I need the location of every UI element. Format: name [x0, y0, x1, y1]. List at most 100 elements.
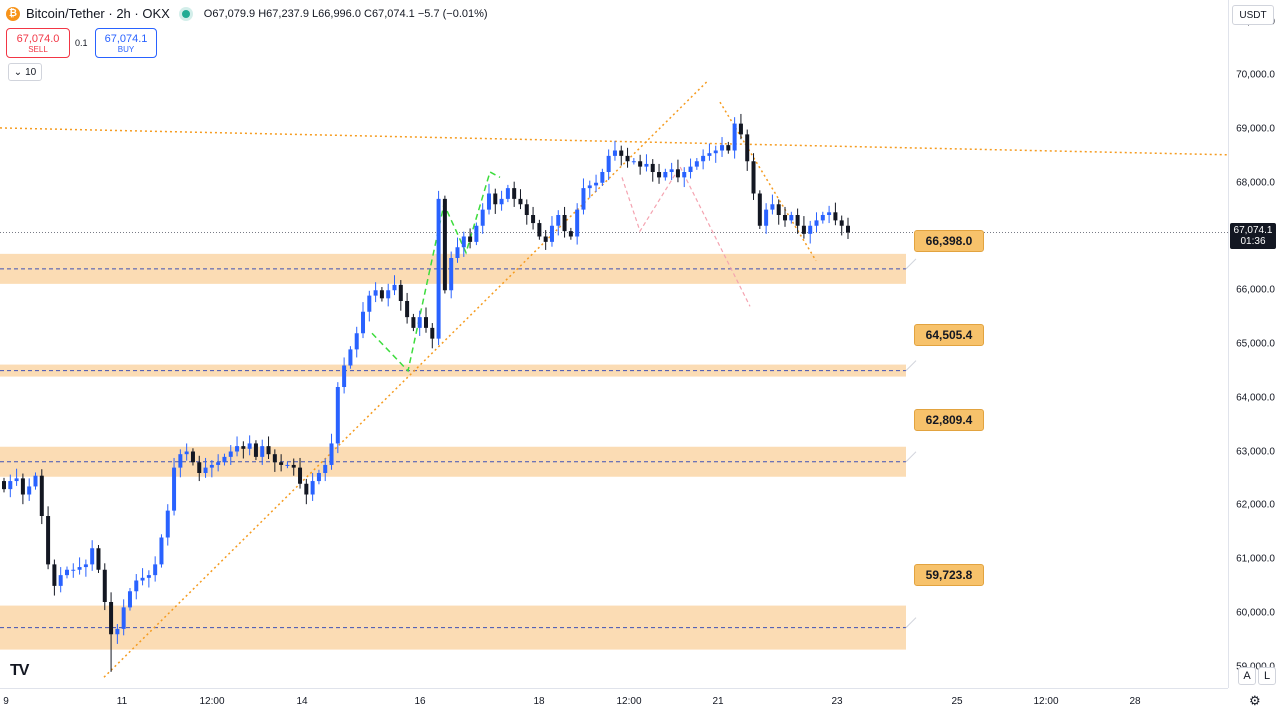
- candle-body-down: [568, 231, 573, 237]
- candle-body-up: [127, 591, 132, 608]
- candle-body-down: [20, 478, 25, 495]
- candle-body-up: [165, 510, 170, 538]
- sell-price: 67,074.0: [16, 32, 60, 45]
- candle-body-up: [694, 161, 699, 167]
- candle-body-up: [392, 284, 397, 291]
- level-label-1[interactable]: 66,398.0: [914, 230, 984, 252]
- candle-body-down: [241, 446, 246, 449]
- projection-path-green: [371, 170, 501, 373]
- time-tick-label: 28: [1129, 696, 1141, 707]
- candle-body-up: [581, 188, 586, 210]
- candle-body-up: [159, 537, 164, 565]
- candle-body-down: [776, 204, 781, 215]
- candle-body-up: [140, 577, 145, 581]
- price-tick-label: 66,000.0: [1236, 284, 1275, 296]
- candle-body-down: [96, 548, 101, 570]
- candle-body-down: [562, 215, 567, 232]
- candle-body-up: [682, 172, 687, 178]
- tradingview-logo-icon[interactable]: TV: [10, 662, 29, 679]
- time-tick-label: 9: [3, 696, 9, 707]
- level-label-4[interactable]: 59,723.8: [914, 564, 984, 586]
- candle-body-up: [329, 443, 334, 465]
- candle-body-up: [688, 166, 693, 172]
- candle-body-down: [833, 212, 838, 221]
- auto-scale-button[interactable]: A: [1238, 667, 1256, 685]
- ohlc-readout: O67,079.9 H67,237.9 L66,996.0 C67,074.1 …: [203, 7, 488, 20]
- candle-body-up: [732, 123, 737, 151]
- market-open-icon: [181, 9, 190, 18]
- price-axis[interactable]: 71,000.070,000.069,000.068,000.067,000.0…: [1228, 0, 1280, 688]
- candle-body-up: [644, 163, 649, 167]
- candle-body-up: [14, 478, 19, 482]
- candle-body-down: [190, 451, 195, 463]
- spread-value: 0.1: [75, 38, 88, 48]
- price-tick-label: 61,000.0: [1236, 553, 1275, 565]
- candle-body-down: [839, 220, 844, 226]
- price-tick-label: 70,000.0: [1236, 69, 1275, 81]
- candle-body-up: [820, 215, 825, 221]
- indicators-count: 10: [25, 66, 37, 78]
- candle-body-up: [235, 446, 240, 452]
- candle-body-down: [430, 327, 435, 339]
- candle-body-up: [606, 155, 611, 172]
- candle-body-up: [455, 247, 460, 258]
- candle-body-down: [751, 161, 756, 194]
- candle-body-up: [669, 169, 674, 172]
- candle-body-down: [675, 169, 680, 178]
- candle-body-up: [720, 145, 725, 151]
- last-price-label: 67,074.1 01:36: [1230, 223, 1276, 249]
- candle-body-up: [663, 172, 668, 178]
- currency-select[interactable]: USDT: [1232, 5, 1274, 25]
- buy-button[interactable]: 67,074.1 BUY: [95, 28, 157, 58]
- candle-body-down: [46, 516, 51, 565]
- candle-body-down: [619, 150, 624, 156]
- label-connector: [905, 360, 917, 371]
- candle-body-up: [83, 564, 88, 568]
- level-label-2[interactable]: 64,505.4: [914, 324, 984, 346]
- log-scale-button[interactable]: L: [1258, 667, 1276, 685]
- candle-body-up: [184, 451, 189, 455]
- candle-body-up: [486, 193, 491, 210]
- time-tick-label: 11: [116, 696, 128, 707]
- candle-body-down: [625, 155, 630, 162]
- candle-body-up: [228, 451, 233, 457]
- candle-body-down: [745, 134, 750, 162]
- candle-body-down: [783, 215, 788, 221]
- price-tick-label: 59,000.0: [1236, 661, 1275, 672]
- candle-body-down: [493, 193, 498, 205]
- candle-body-up: [417, 317, 422, 328]
- chevron-down-icon: ⌄: [13, 66, 23, 78]
- candle-body-down: [39, 475, 44, 516]
- time-tick-label: 18: [533, 696, 545, 707]
- label-connector: [905, 258, 917, 270]
- price-tick-label: 63,000.0: [1236, 446, 1275, 457]
- candle-body-up: [71, 569, 76, 571]
- candle-body-down: [52, 564, 57, 586]
- level-label-3[interactable]: 62,809.4: [914, 409, 984, 431]
- candle-body-up: [373, 290, 378, 296]
- candle-body-down: [411, 317, 416, 328]
- settings-gear-icon[interactable]: ⚙: [1249, 693, 1261, 708]
- time-axis[interactable]: 9 11 12:00 14 16 18 12:00 21 23 25 12:00 28: [0, 688, 1228, 715]
- buy-label: BUY: [117, 44, 135, 54]
- label-connector: [905, 451, 917, 463]
- time-tick-label: 12:00: [1033, 696, 1059, 707]
- candle-body-down: [2, 481, 6, 490]
- candle-body-up: [146, 575, 151, 578]
- symbol-title[interactable]: Bitcoin/Tether · 2h · OKX: [26, 6, 170, 21]
- chart-area[interactable]: [0, 0, 1228, 688]
- projection-path-pink: [621, 165, 751, 307]
- buy-price: 67,074.1: [104, 32, 148, 45]
- candle-body-up: [247, 443, 252, 449]
- price-tick-label: 68,000.0: [1236, 177, 1275, 189]
- candle-body-up: [348, 349, 353, 366]
- candle-body-up: [631, 161, 636, 163]
- candle-body-up: [216, 462, 221, 465]
- candle-body-down: [424, 317, 428, 328]
- indicators-toggle-button[interactable]: ⌄ 10: [8, 63, 42, 81]
- candle-body-down: [801, 225, 806, 234]
- time-tick-label: 12:00: [616, 696, 642, 707]
- candle-body-up: [77, 567, 82, 570]
- sell-button[interactable]: 67,074.0 SELL: [6, 28, 70, 58]
- chart-canvas[interactable]: [0, 0, 1228, 688]
